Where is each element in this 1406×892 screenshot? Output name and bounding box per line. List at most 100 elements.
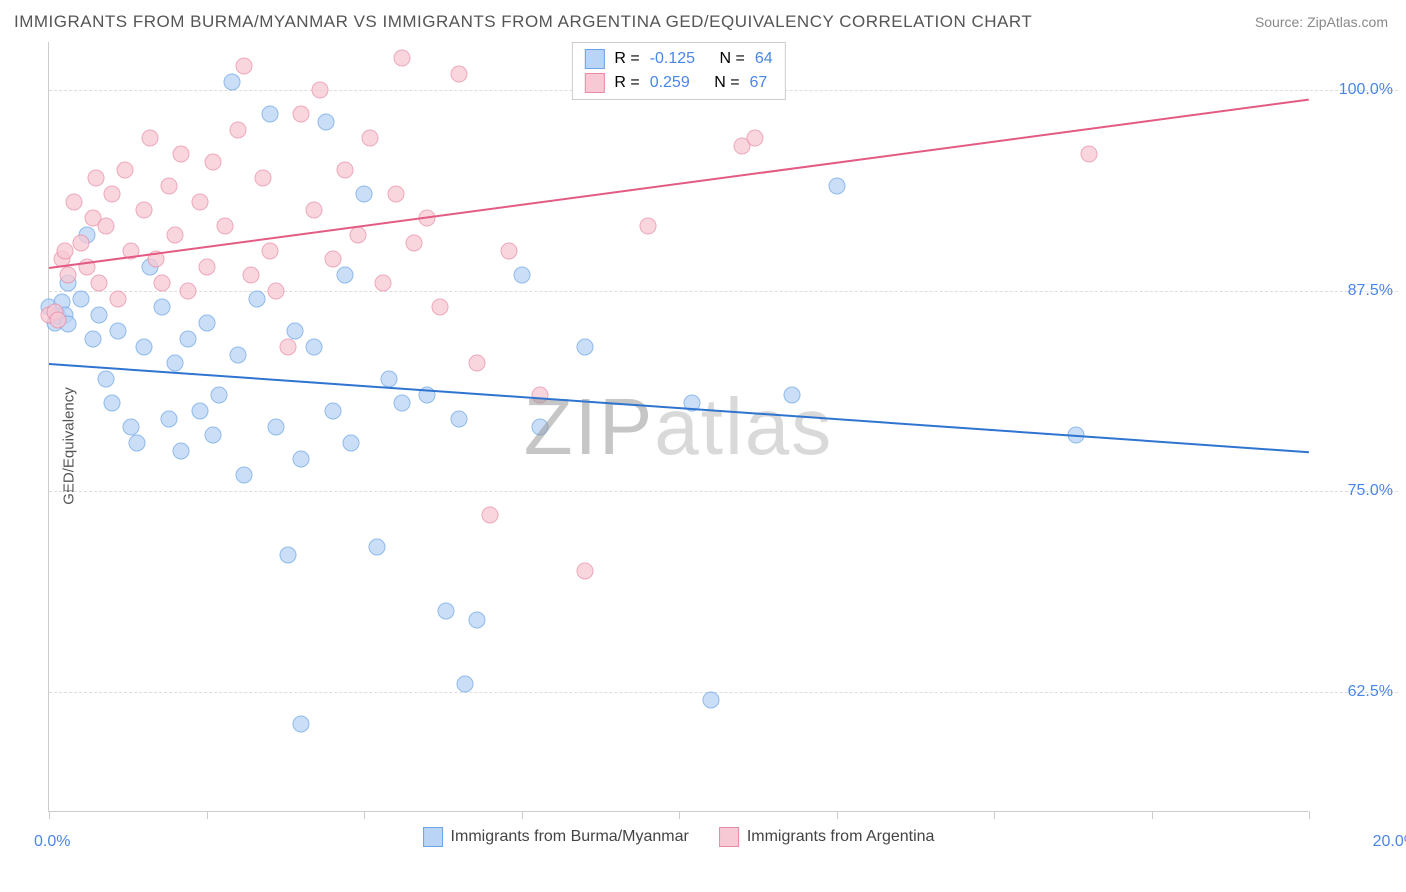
scatter-point [97,370,114,387]
scatter-point [50,311,67,328]
scatter-point [261,106,278,123]
scatter-point [230,346,247,363]
scatter-point [576,338,593,355]
legend-item-series-0: Immigrants from Burma/Myanmar [423,827,689,847]
scatter-point [211,386,228,403]
scatter-point [406,234,423,251]
scatter-point [368,539,385,556]
scatter-point [88,170,105,187]
scatter-point [110,322,127,339]
scatter-point [324,402,341,419]
scatter-point [236,467,253,484]
legend-series-box: Immigrants from Burma/Myanmar Immigrants… [423,827,935,847]
gridline-horizontal [49,692,1398,693]
legend-row-series-0: R = -0.125 N = 64 [584,47,772,71]
legend-label-series-0: Immigrants from Burma/Myanmar [451,828,689,846]
scatter-point [381,370,398,387]
scatter-point [280,547,297,564]
scatter-point [141,130,158,147]
legend-swatch-series-1 [584,73,604,93]
scatter-point [91,274,108,291]
scatter-point [154,274,171,291]
scatter-point [85,330,102,347]
chart-title: IMMIGRANTS FROM BURMA/MYANMAR VS IMMIGRA… [14,12,1032,32]
legend-swatch-bottom-0 [423,827,443,847]
scatter-point [173,443,190,460]
scatter-point [532,386,549,403]
scatter-point [343,435,360,452]
scatter-point [154,298,171,315]
y-tick-label: 62.5% [1348,683,1393,701]
scatter-point [500,242,517,259]
scatter-point [91,306,108,323]
chart-container: IMMIGRANTS FROM BURMA/MYANMAR VS IMMIGRA… [0,0,1406,892]
scatter-point [828,178,845,195]
scatter-point [513,266,530,283]
scatter-point [324,250,341,267]
scatter-point [293,715,310,732]
x-tick [837,811,838,819]
scatter-point [230,122,247,139]
scatter-point [337,162,354,179]
scatter-point [362,130,379,147]
scatter-point [387,186,404,203]
scatter-point [204,154,221,171]
scatter-point [1080,146,1097,163]
scatter-point [437,603,454,620]
scatter-point [72,290,89,307]
source-label: Source: ZipAtlas.com [1255,14,1388,30]
scatter-point [160,178,177,195]
scatter-point [198,314,215,331]
n-label: N = [714,74,739,92]
scatter-point [223,74,240,91]
scatter-point [72,234,89,251]
scatter-point [469,611,486,628]
x-tick [1152,811,1153,819]
scatter-point [305,202,322,219]
scatter-point [356,186,373,203]
scatter-point [179,282,196,299]
scatter-point [192,194,209,211]
scatter-point [179,330,196,347]
x-tick [679,811,680,819]
y-tick-label: 100.0% [1339,81,1393,99]
scatter-point [293,106,310,123]
plot-area: ZIPatlas R = -0.125 N = 64 R = 0.259 N =… [48,42,1308,812]
scatter-point [305,338,322,355]
scatter-point [135,338,152,355]
y-tick-label: 87.5% [1348,282,1393,300]
scatter-point [104,186,121,203]
r-value-series-1: 0.259 [650,74,690,92]
n-value-series-1: 67 [750,74,768,92]
y-tick-label: 75.0% [1348,482,1393,500]
scatter-point [784,386,801,403]
scatter-point [104,394,121,411]
scatter-point [280,338,297,355]
scatter-point [255,170,272,187]
scatter-point [532,419,549,436]
scatter-point [110,290,127,307]
scatter-point [337,266,354,283]
legend-swatch-series-0 [584,49,604,69]
scatter-point [167,354,184,371]
r-label: R = [614,50,639,68]
scatter-point [135,202,152,219]
scatter-point [311,82,328,99]
scatter-point [236,58,253,75]
scatter-point [59,266,76,283]
x-tick-label-max: 20.0% [1373,833,1406,851]
scatter-point [286,322,303,339]
trend-line-series-0 [49,363,1309,453]
scatter-point [702,691,719,708]
scatter-point [450,410,467,427]
n-value-series-0: 64 [755,50,773,68]
scatter-point [97,218,114,235]
scatter-point [318,114,335,131]
scatter-point [639,218,656,235]
scatter-point [167,226,184,243]
scatter-point [173,146,190,163]
scatter-point [482,507,499,524]
scatter-point [261,242,278,259]
scatter-point [431,298,448,315]
scatter-point [122,419,139,436]
